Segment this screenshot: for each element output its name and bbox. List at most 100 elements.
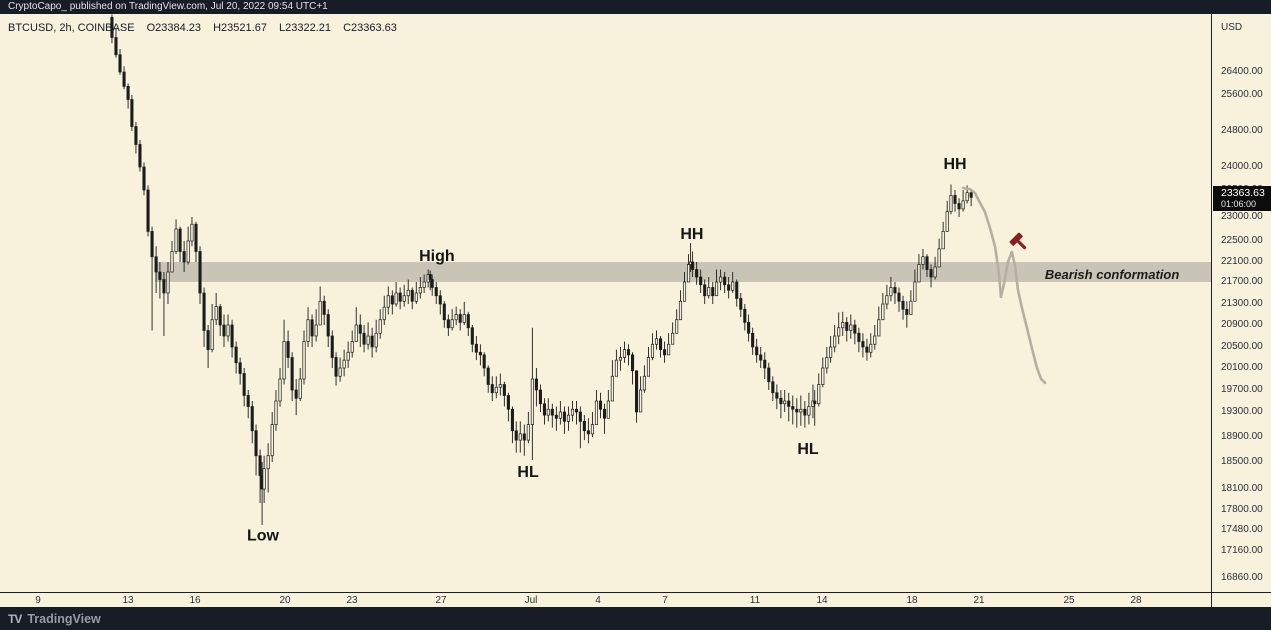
candle-body <box>893 287 897 294</box>
candle-body <box>739 298 743 310</box>
swing-label[interactable]: HH <box>680 226 703 243</box>
candle-body <box>110 17 114 38</box>
ohlc-high: H23521.67 <box>213 22 267 34</box>
candle-body <box>905 308 909 315</box>
candle-body <box>877 319 881 337</box>
candle-body <box>682 281 687 302</box>
time-tick-label: 7 <box>662 595 668 606</box>
candle-body <box>470 327 474 345</box>
candle-body <box>865 346 869 353</box>
candle-body <box>266 455 270 470</box>
candle-body <box>242 373 246 396</box>
swing-label[interactable]: HH <box>943 156 966 173</box>
price-axis[interactable]: USD 26400.0025600.0024800.0024000.002350… <box>1211 14 1271 607</box>
candle-body <box>330 335 334 358</box>
time-tick-label: 4 <box>595 595 601 606</box>
candle-body <box>825 357 829 369</box>
candle-body <box>450 319 454 329</box>
tradingview-brand-link[interactable]: TradingView <box>27 611 101 626</box>
candle-body <box>921 256 925 265</box>
candle-body <box>422 281 426 288</box>
note-label[interactable]: Bearish conformation <box>1045 267 1179 282</box>
candle-body <box>961 200 965 210</box>
candle-body <box>594 400 599 425</box>
candle-body <box>751 332 755 348</box>
candle-body <box>428 274 432 280</box>
candle-body <box>949 195 953 212</box>
candle-body <box>913 281 917 302</box>
price-tick-label: 22100.00 <box>1221 256 1263 267</box>
price-chart[interactable]: Low High HL HH HL HH Bearish conformation <box>0 14 1211 592</box>
time-tick-label: 28 <box>1130 595 1142 606</box>
swing-label[interactable]: HL <box>797 441 819 458</box>
candle-body <box>945 211 949 232</box>
candle-body <box>909 300 913 315</box>
candle-body <box>833 335 837 348</box>
candle-body <box>326 314 330 337</box>
candle-body <box>707 287 711 297</box>
price-tick-label: 18100.00 <box>1221 483 1263 494</box>
candle-body <box>957 203 961 210</box>
gavel-head <box>1009 232 1023 246</box>
candle-body <box>546 408 550 416</box>
resistance-zone[interactable] <box>154 262 1211 282</box>
tradingview-logo-icon[interactable]: TV <box>8 611 22 626</box>
candle-body <box>182 251 186 263</box>
candle-body <box>502 384 506 396</box>
forecast-path[interactable] <box>961 186 1047 385</box>
chart-legend: BTCUSD, 2h, COINBASE O23384.23 H23521.67… <box>8 22 406 34</box>
candles <box>110 14 973 525</box>
candle-body <box>354 324 358 342</box>
candle-body <box>138 144 142 168</box>
candle-body <box>610 375 614 402</box>
price-tick-label: 19300.00 <box>1221 406 1263 417</box>
candle-body <box>458 314 462 323</box>
candle-body <box>646 357 650 377</box>
candle-body <box>763 359 767 369</box>
chart-pane[interactable]: Low High HL HH HL HH Bearish conformation BTCU… <box>0 14 1211 592</box>
candle-body <box>885 295 889 305</box>
symbol-description[interactable]: BTCUSD, 2h, COINBASE <box>8 22 135 34</box>
candle-body <box>650 343 655 358</box>
candle-body <box>486 367 490 385</box>
candle-body <box>925 256 929 270</box>
candle-body <box>418 287 422 294</box>
candle-body <box>735 281 739 299</box>
candle-body <box>841 322 845 329</box>
candle-body <box>727 284 731 291</box>
price-tick-label: 17480.00 <box>1221 524 1263 535</box>
candle-body <box>198 251 202 294</box>
candle-body <box>813 400 817 405</box>
candle-body <box>490 384 494 394</box>
candle-body <box>278 378 282 402</box>
candle-body <box>274 400 278 425</box>
candle-body <box>430 279 434 288</box>
candle-body <box>478 351 482 356</box>
candle-body <box>178 228 182 252</box>
candle-body <box>438 295 442 305</box>
swing-label[interactable]: High <box>419 248 455 265</box>
price-tick-label: 20900.00 <box>1221 319 1263 330</box>
candle-body <box>747 322 751 334</box>
candle-body <box>845 322 849 331</box>
swing-label[interactable]: Low <box>247 527 280 544</box>
bar-countdown: 01:06:00 <box>1221 199 1257 209</box>
candle-body <box>206 330 210 350</box>
candle-body <box>953 195 957 204</box>
price-tick-label: 21300.00 <box>1221 298 1263 309</box>
candle-body <box>258 455 262 476</box>
candle-body <box>398 292 402 302</box>
price-tick-label: 17160.00 <box>1221 545 1263 556</box>
price-tick-label: 25600.00 <box>1221 89 1263 100</box>
candle-body <box>578 411 582 422</box>
ohlc-open: O23384.23 <box>146 22 202 34</box>
candle-body <box>362 332 366 345</box>
candle-body <box>873 335 877 345</box>
candle-body <box>286 341 290 358</box>
time-tick-label: 14 <box>816 595 828 606</box>
time-axis[interactable]: 9 13 16 20 23 27 Jul 4 7 11 14 18 21 25 28 <box>0 592 1211 607</box>
candle-body <box>783 400 787 405</box>
swing-label[interactable]: HL <box>517 464 539 481</box>
candle-body <box>667 343 671 356</box>
gavel-icon[interactable] <box>1009 232 1031 254</box>
